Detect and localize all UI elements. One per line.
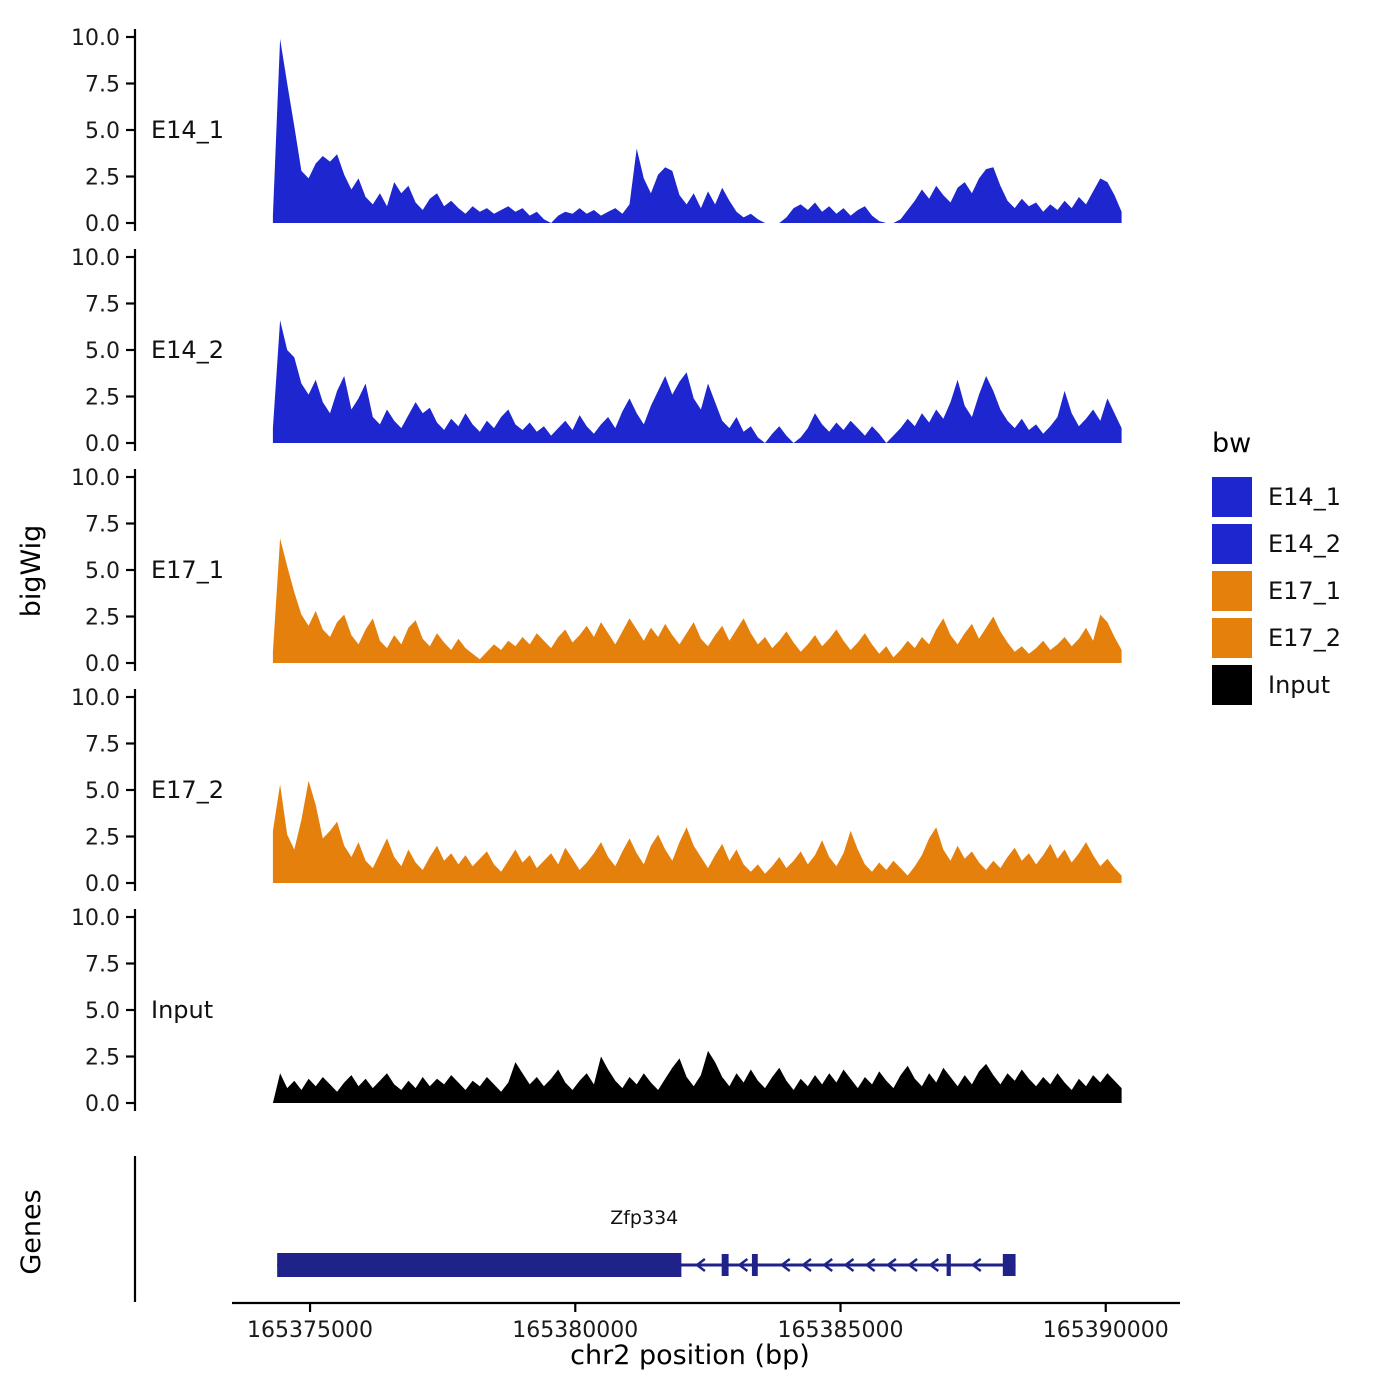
y-tick-label: 0.0: [85, 1092, 120, 1117]
coverage-area-E17_1: [272, 538, 1122, 663]
gene-name-label: Zfp334: [610, 1207, 678, 1229]
gene-strand-arrow: [779, 1258, 791, 1272]
gene-strand-arrow: [822, 1258, 833, 1272]
y-tick-label: 5.0: [85, 119, 120, 144]
gene-strand-arrow: [843, 1258, 855, 1272]
coverage-area-Input: [272, 1050, 1122, 1103]
coverage-area-E14_1: [272, 38, 1122, 224]
track-E17_2: 0.0 2.5 5.0 7.5 10.0 E17_2: [71, 686, 1122, 897]
legend-item-Input: Input: [1212, 665, 1341, 705]
gene-exon: [721, 1254, 729, 1276]
gene-strand-arrow: [737, 1258, 749, 1272]
gene-exon: [751, 1254, 758, 1276]
track-E14_1: 0.0 2.5 5.0 7.5 10.0 E14_1: [71, 26, 1122, 237]
y-tick-label: 2.5: [85, 1046, 120, 1071]
bigwig-tracks: 0.0 2.5 5.0 7.5 10.0 E14_1 0.0 2.5 5.0 7.5 10.0 E14…: [71, 26, 1122, 1117]
gene-strand-arrow: [907, 1258, 918, 1272]
legend-label: E17_1: [1268, 577, 1341, 605]
legend-item-E14_2: E14_2: [1212, 524, 1341, 564]
x-tick-label: 165385000: [778, 1318, 904, 1343]
y-tick-label: 0.0: [85, 872, 120, 897]
gene-strand-arrow: [970, 1258, 982, 1272]
gene-strand-arrow: [885, 1258, 897, 1272]
y-tick-label: 10.0: [71, 466, 120, 491]
y-tick-label: 10.0: [71, 686, 120, 711]
track-label-Input: Input: [151, 996, 213, 1024]
legend-swatch-E17_1: [1212, 571, 1252, 611]
y-tick-label: 7.5: [85, 293, 120, 318]
track-label-E14_2: E14_2: [151, 336, 224, 364]
legend-item-E17_2: E17_2: [1212, 618, 1341, 658]
legend-label: E14_1: [1268, 483, 1341, 511]
y-tick-label: 2.5: [85, 826, 120, 851]
x-tick-label: 165380000: [512, 1318, 638, 1343]
gene-strand-arrow: [864, 1258, 876, 1272]
track-label-E14_1: E14_1: [151, 116, 224, 144]
y-axis-title-genes: Genes: [16, 1189, 47, 1274]
legend-item-E17_1: E17_1: [1212, 571, 1341, 611]
legend-label: E14_2: [1268, 530, 1341, 558]
track-label-E17_1: E17_1: [151, 556, 224, 584]
y-tick-label: 10.0: [71, 246, 120, 271]
legend-swatch-E14_1: [1212, 477, 1252, 517]
legend-swatch-E17_2: [1212, 618, 1252, 658]
x-axis: 165375000 165380000 165385000 165390000: [232, 1301, 1180, 1343]
x-axis-title: chr2 position (bp): [570, 1340, 810, 1371]
legend-label: Input: [1268, 671, 1331, 699]
y-tick-label: 5.0: [85, 559, 120, 584]
y-tick-label: 2.5: [85, 606, 120, 631]
legend-swatch-Input: [1212, 665, 1252, 705]
y-axis-title-bigwig: bigWig: [16, 525, 47, 618]
gene-exon: [946, 1254, 951, 1276]
legend-label: E17_2: [1268, 624, 1341, 652]
y-tick-label: 10.0: [71, 906, 120, 931]
y-tick-label: 7.5: [85, 953, 120, 978]
y-tick-label: 5.0: [85, 339, 120, 364]
legend: bw E14_1 E14_2 E17_1 E17_2 Input: [1212, 428, 1341, 712]
coverage-area-E17_2: [272, 780, 1122, 883]
y-tick-label: 7.5: [85, 733, 120, 758]
legend-items: E14_1 E14_2 E17_1 E17_2 Input: [1212, 477, 1341, 705]
gene-strand-arrow: [694, 1258, 706, 1272]
y-tick-label: 5.0: [85, 779, 120, 804]
legend-swatch-E14_2: [1212, 524, 1252, 564]
y-tick-label: 7.5: [85, 73, 120, 98]
legend-title: bw: [1212, 428, 1252, 459]
coverage-area-E14_2: [272, 320, 1122, 443]
track-Input: 0.0 2.5 5.0 7.5 10.0 Input: [71, 906, 1122, 1117]
y-tick-label: 2.5: [85, 166, 120, 191]
gene-strand-arrow: [928, 1258, 940, 1272]
gene-exon: [1002, 1254, 1016, 1276]
track-E17_1: 0.0 2.5 5.0 7.5 10.0 E17_1: [71, 466, 1122, 677]
y-tick-label: 2.5: [85, 386, 120, 411]
x-tick-label: 165375000: [247, 1318, 373, 1343]
y-tick-label: 10.0: [71, 26, 120, 51]
y-tick-label: 7.5: [85, 513, 120, 538]
y-tick-label: 0.0: [85, 212, 120, 237]
gene-thick-exon: [277, 1253, 682, 1277]
track-E14_2: 0.0 2.5 5.0 7.5 10.0 E14_2: [71, 246, 1122, 457]
genes-track: Zfp334: [133, 1156, 1016, 1302]
legend-item-E14_1: E14_1: [1212, 477, 1341, 517]
x-tick-label: 165390000: [1043, 1318, 1169, 1343]
y-tick-label: 0.0: [85, 432, 120, 457]
track-label-E17_2: E17_2: [151, 776, 224, 804]
y-tick-label: 5.0: [85, 999, 120, 1024]
y-tick-label: 0.0: [85, 652, 120, 677]
gene-strand-arrow: [801, 1258, 812, 1272]
